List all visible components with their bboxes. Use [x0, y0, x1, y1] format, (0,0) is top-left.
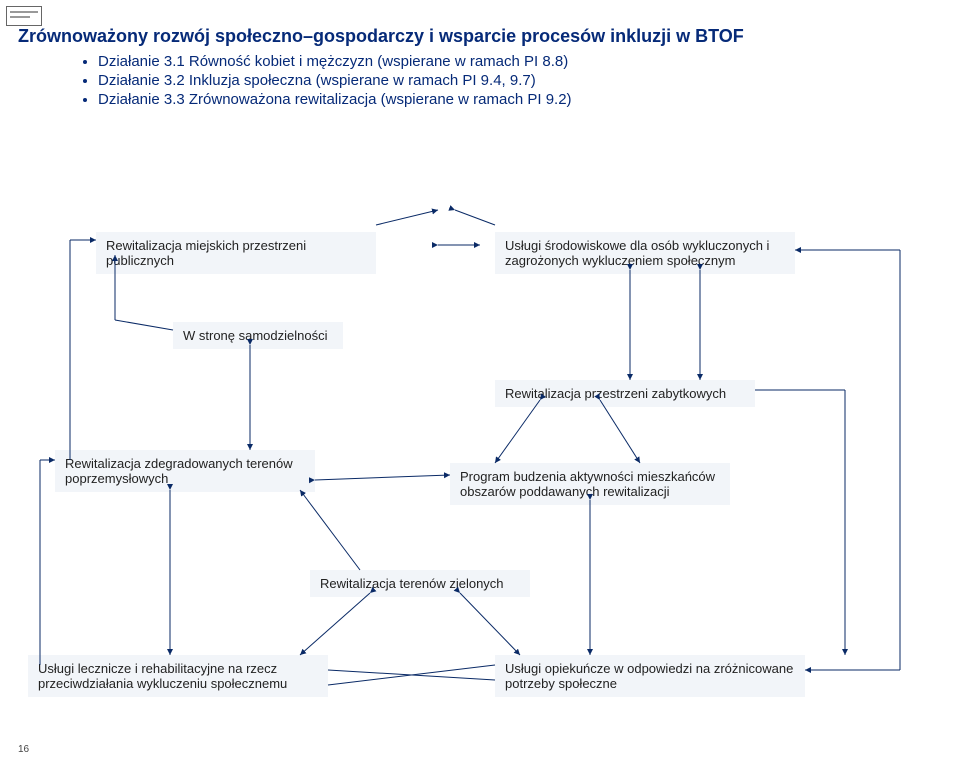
box-rewitalizacja-poprzemyslowych: Rewitalizacja zdegradowanych terenów pop… [55, 450, 315, 492]
box-uslugi-srodowiskowe: Usługi środowiskowe dla osób wykluczonyc… [495, 232, 795, 274]
bullet-3: Działanie 3.3 Zrównoważona rewitalizacja… [98, 91, 920, 108]
corner-ornament [6, 6, 42, 26]
box-rewitalizacja-miejskich: Rewitalizacja miejskich przestrzeni publ… [96, 232, 376, 274]
bullet-2: Działanie 3.2 Inkluzja społeczna (wspier… [98, 72, 920, 89]
bullet-1: Działanie 3.1 Równość kobiet i mężczyzn … [98, 53, 920, 70]
page-title: Zrównoważony rozwój społeczno–gospodarcz… [18, 26, 920, 110]
arrow-layer [0, 0, 960, 765]
box-program-budzenia: Program budzenia aktywności mieszkańców … [450, 463, 730, 505]
title-text: Zrównoważony rozwój społeczno–gospodarcz… [18, 26, 920, 47]
page-root: Zrównoważony rozwój społeczno–gospodarcz… [0, 0, 960, 765]
box-rewitalizacja-zielonych: Rewitalizacja terenów zielonych [310, 570, 530, 597]
box-uslugi-lecznicze: Usługi lecznicze i rehabilitacyjne na rz… [28, 655, 328, 697]
page-number: 16 [18, 744, 29, 755]
box-w-strone-samodzielnosci: W stronę samodzielności [173, 322, 343, 349]
box-rewitalizacja-zabytkowych: Rewitalizacja przestrzeni zabytkowych [495, 380, 755, 407]
box-uslugi-opiekuncze: Usługi opiekuńcze w odpowiedzi na zróżni… [495, 655, 805, 697]
bullet-list: Działanie 3.1 Równość kobiet i mężczyzn … [98, 53, 920, 108]
